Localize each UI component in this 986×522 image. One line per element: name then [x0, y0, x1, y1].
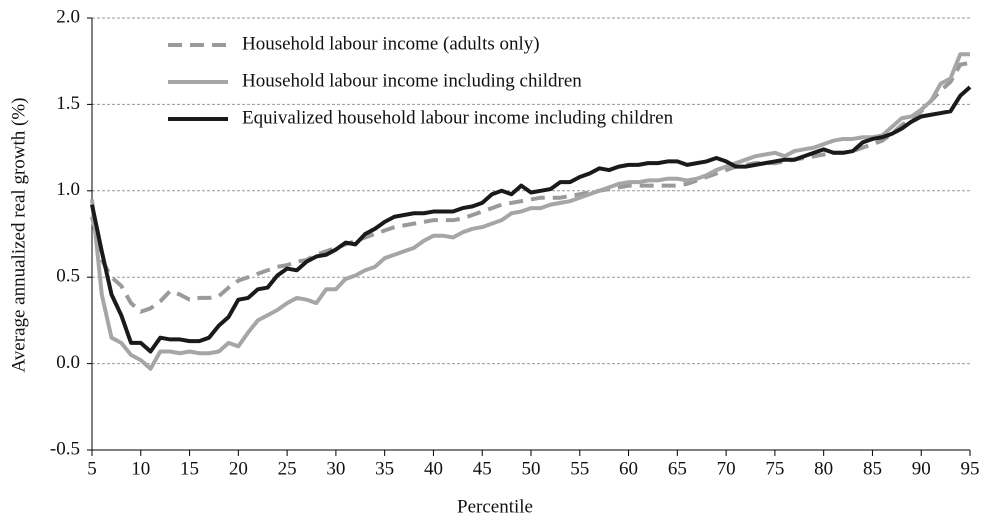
legend-label: Equivalized household labour income incl… — [242, 107, 674, 128]
x-tick-label: 35 — [375, 458, 394, 479]
x-tick-label: 5 — [87, 458, 97, 479]
x-tick-label: 25 — [278, 458, 297, 479]
x-tick-label: 40 — [424, 458, 443, 479]
x-tick-label: 80 — [814, 458, 833, 479]
series-line — [90, 52, 970, 371]
y-tick-label: 1.5 — [56, 93, 80, 114]
y-axis-label: Average annualized real growth (%) — [8, 97, 29, 372]
x-tick-label: 10 — [131, 458, 150, 479]
x-tick-label: 45 — [473, 458, 492, 479]
x-tick-label: 55 — [570, 458, 589, 479]
x-tick-label: 85 — [863, 458, 882, 479]
x-tick-label: 20 — [229, 458, 248, 479]
y-tick-label: 0.0 — [56, 352, 80, 373]
y-tick-label: 1.0 — [56, 179, 80, 200]
y-tick-label: 2.0 — [56, 6, 80, 27]
x-tick-label: 65 — [668, 458, 687, 479]
series-line — [90, 85, 972, 354]
x-tick-label: 95 — [961, 458, 980, 479]
x-tick-label: 15 — [180, 458, 199, 479]
y-tick-label: -0.5 — [50, 438, 80, 459]
legend-label: Household labour income (adults only) — [242, 33, 540, 54]
y-tick-label: 0.5 — [56, 266, 80, 287]
x-tick-label: 50 — [522, 458, 541, 479]
x-axis-label: Percentile — [457, 496, 533, 517]
series-line — [90, 60, 971, 314]
x-tick-label: 90 — [912, 458, 931, 479]
x-tick-label: 30 — [326, 458, 345, 479]
legend-label: Household labour income including childr… — [242, 70, 582, 91]
x-tick-label: 60 — [619, 458, 638, 479]
x-tick-label: 70 — [717, 458, 736, 479]
x-tick-label: 75 — [765, 458, 784, 479]
